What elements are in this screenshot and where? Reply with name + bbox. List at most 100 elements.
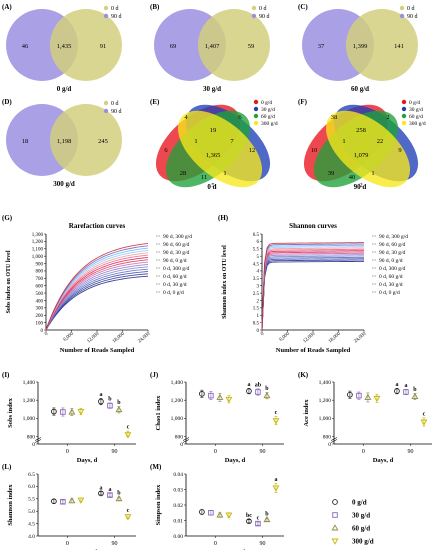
y-tick-label: 1,200 [32, 240, 44, 245]
significance-letter: c [127, 508, 130, 514]
sample-curve [261, 248, 364, 331]
y-tick-label: 6.0 [28, 484, 35, 490]
marker-square [60, 499, 66, 505]
legend-dot [253, 120, 259, 126]
venn4-xlabel: 90 d [354, 183, 367, 191]
legend-dot-0d [251, 5, 257, 11]
y-tick-label: 2 [257, 299, 260, 304]
significance-letter: c [275, 410, 278, 416]
sample-curve [261, 247, 364, 331]
y-tick-label: 0 [328, 442, 331, 448]
significance-letter: a [274, 477, 277, 483]
marker-circle [51, 408, 57, 415]
sample-curve [261, 242, 364, 331]
y-tick-label: 5.5 [253, 248, 260, 253]
sample-curve [45, 261, 149, 331]
marker-triangle [263, 516, 271, 523]
x-tick-label: 90 [407, 449, 413, 455]
sample-curve [261, 244, 364, 331]
y-tick-label: 1,100 [32, 248, 44, 253]
venn4-count: 1 [342, 138, 345, 145]
venn-xlabel: 0 g/d [57, 85, 72, 93]
y-tick-label: 200 [36, 314, 44, 319]
legend-dot-90d [399, 13, 405, 19]
venn4-count: 1,079 [354, 152, 369, 159]
significance-letter: b [117, 491, 121, 497]
legend-label: 90 d, 30 g/d [163, 250, 190, 256]
venn4-count: 1 [223, 170, 226, 177]
legend-dot-0d [103, 5, 109, 11]
y-tick-label: 800 [175, 434, 184, 440]
legend-dot-0d [399, 5, 405, 11]
legend-dot-90d [103, 13, 109, 19]
panel-label: (A) [2, 3, 12, 11]
venn4-count: 2 [359, 182, 362, 189]
x-tick-label: 90 [259, 541, 265, 547]
marker-circle [199, 390, 205, 397]
panel-label: (D) [2, 98, 12, 106]
y-axis-label: Simpson index [155, 484, 162, 525]
y-tick-label: 3.5 [253, 277, 260, 282]
marker-circle [199, 509, 205, 515]
venn4-count: 2 [386, 114, 389, 121]
marker-square [208, 510, 214, 516]
venn4-set-3 [177, 110, 263, 188]
marker-triangle [216, 393, 224, 400]
y-tick-label: 1,000 [171, 416, 184, 422]
x-tick-label: 24,000 [354, 331, 368, 344]
significance-letter: bc [246, 513, 252, 519]
sample-curve [261, 250, 365, 331]
venn4-count: 22 [377, 138, 384, 145]
legend-label: 0 d [111, 6, 119, 12]
x-tick-label: 0 [362, 449, 365, 455]
legend-label: 90 d, 0 g/d [379, 258, 403, 264]
y-tick-label: 0.01 [173, 518, 183, 524]
legend-dot [401, 99, 407, 105]
panel-label: (E) [150, 98, 160, 106]
legend-label: 300 g/d [261, 121, 278, 127]
marker-inverted-triangle [77, 409, 85, 416]
y-tick-label: 0 [32, 442, 35, 448]
significance-letter: b [413, 387, 417, 393]
y-tick-label: 1 [257, 314, 260, 319]
sample-curve [261, 243, 365, 331]
legend-label: 300 g/d [409, 121, 426, 127]
sample-curve [261, 254, 364, 331]
legend-dot-90d [103, 108, 109, 114]
x-axis-label: Days, d [225, 457, 246, 464]
y-tick-label: 0 [41, 329, 44, 334]
panel-label: (J) [150, 371, 159, 379]
venn4-count: 5 [211, 182, 214, 189]
marker-circle [332, 499, 338, 505]
legend-label: 60 g/d [409, 114, 423, 120]
legend-dot [253, 113, 259, 119]
y-tick-label: 1,400 [23, 380, 36, 386]
significance-letter: a [99, 485, 102, 491]
venn-count-right: 91 [100, 43, 107, 50]
x-tick-label: 18,000 [328, 331, 342, 344]
marker-inverted-triangle [272, 418, 280, 425]
y-tick-label: 700 [36, 277, 44, 282]
y-tick-label: 900 [36, 262, 44, 267]
marker-triangle [331, 524, 339, 531]
x-tick-label: 6,000 [63, 331, 75, 342]
legend-label: 90 d, 300 g/d [163, 234, 192, 240]
venn-count-shared: 1,399 [353, 43, 368, 50]
legend-dot [253, 99, 259, 105]
legend-label: 30 g/d [261, 107, 275, 113]
marker-triangle [115, 495, 123, 502]
marker-square [403, 389, 409, 395]
marker-inverted-triangle [124, 432, 132, 439]
y-tick-label: 800 [27, 434, 36, 440]
venn-xlabel: 60 g/d [351, 85, 369, 93]
marker-circle [246, 518, 252, 525]
significance-letter: c [127, 425, 130, 431]
legend-label: 90 d [111, 109, 122, 115]
panel-label: (B) [150, 3, 160, 11]
x-tick-label: 12,000 [303, 331, 317, 344]
y-tick-label: 0 [180, 442, 183, 448]
venn-xlabel: 30 g/d [203, 85, 221, 93]
marker-square [60, 409, 66, 415]
venn-count-right: 245 [98, 138, 108, 145]
